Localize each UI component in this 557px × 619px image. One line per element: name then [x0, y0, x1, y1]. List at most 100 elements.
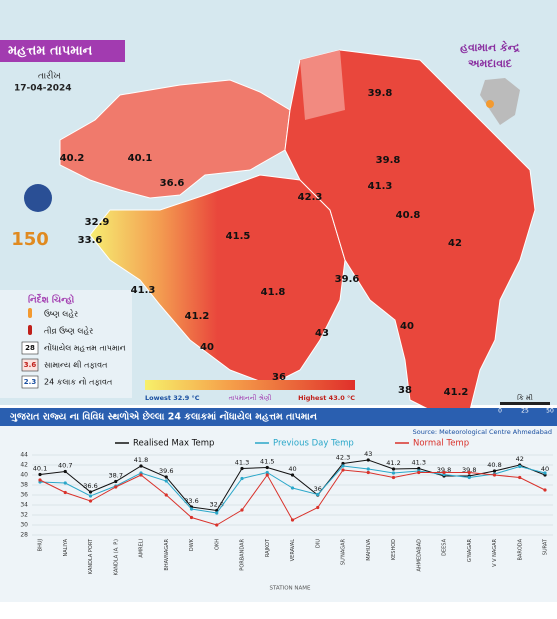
mainland-region	[284, 49, 536, 416]
scale-tick: 0	[498, 408, 502, 415]
y-tick-label: 30	[20, 522, 28, 529]
data-point	[391, 467, 396, 471]
data-point	[290, 486, 295, 490]
imd-logo	[24, 184, 52, 212]
data-point	[240, 508, 244, 512]
banner: ગુજરાત રાજ્ય ના વિવિધ સ્થળોએ છેલ્લા 24 ક…	[10, 408, 318, 422]
legend-label: Normal Temp	[413, 439, 469, 449]
map-temp: 41.3	[131, 285, 156, 296]
map-temp: 42.3	[298, 192, 323, 203]
data-point	[417, 466, 421, 471]
y-tick-label: 44	[20, 452, 28, 459]
x-tick-label: AMRELI	[139, 539, 145, 558]
map-temp: 40.1	[128, 153, 153, 164]
data-point	[63, 490, 67, 495]
data-point	[63, 469, 67, 474]
map-temp: 39.8	[368, 88, 393, 99]
x-tick-label: SURAT	[543, 538, 549, 555]
office: હવામાન કેન્દ્ર	[460, 40, 520, 54]
data-label: 36.6	[83, 482, 97, 490]
x-tick-label: KANDLA PORT	[88, 538, 94, 574]
data-label: 43	[364, 450, 372, 458]
source: Source: Meteorological Centre Ahmedabad	[413, 428, 552, 436]
map-temp: 42	[448, 238, 462, 249]
x-tick-label: OKH	[214, 539, 220, 550]
data-point	[316, 492, 320, 497]
legend-text: તીવ્ર ઉષ્ણ લહેર	[44, 325, 93, 335]
data-point	[341, 461, 345, 466]
legend-symbol-box	[21, 375, 39, 389]
data-point	[543, 488, 547, 492]
data-point	[88, 490, 93, 494]
data-point	[467, 475, 471, 480]
map-temp: 41.2	[444, 387, 469, 398]
data-label: 39.8	[437, 466, 451, 474]
legend-symbol: 3.6	[24, 361, 37, 369]
data-point	[467, 470, 471, 475]
scale-title: કિ મી	[517, 393, 533, 402]
legend-symbol-box	[21, 358, 39, 372]
anniversary-logo: 150	[11, 229, 49, 250]
data-point	[240, 476, 244, 481]
data-point	[391, 475, 396, 480]
x-tick-label: KANDLA (A. P.)	[113, 539, 119, 575]
data-label: 41.3	[412, 459, 426, 467]
legend-label: Realised Max Temp	[133, 439, 214, 449]
data-point	[543, 471, 547, 475]
map-temp: 40	[400, 321, 414, 332]
data-point	[215, 523, 219, 527]
title-banner	[0, 40, 125, 62]
range-low: Lowest 32.9 °C	[145, 394, 200, 402]
map-temp: 41.2	[185, 311, 210, 322]
data-label: 42.3	[336, 454, 350, 462]
banner-bg	[0, 408, 557, 426]
legend-text: નોંધાયેલ મહત્તમ તાપમાન	[44, 342, 126, 352]
data-point	[492, 473, 497, 477]
data-label: 39.6	[159, 467, 173, 475]
legend-text: ઉષ્ણ લહેર	[44, 308, 78, 318]
thermometer-icon	[28, 325, 32, 335]
x-tick-label: BARODA	[517, 538, 523, 560]
data-label: 41.2	[386, 459, 400, 467]
data-point	[189, 507, 194, 511]
map-temp: 40.8	[396, 210, 421, 221]
data-label: 38.7	[109, 472, 123, 480]
data-point	[316, 505, 320, 510]
data-point	[189, 515, 194, 520]
data-point	[518, 464, 522, 469]
data-point	[265, 465, 269, 470]
data-point	[88, 494, 93, 498]
saurashtra-region	[89, 174, 346, 386]
x-tick-label: BHAVNAGAR	[164, 538, 170, 570]
data-point	[164, 475, 168, 479]
data-label: 41.5	[260, 458, 274, 466]
date-label: તારીખ	[38, 71, 61, 82]
data-point	[38, 478, 42, 482]
office: અમદાવાદ	[468, 57, 512, 70]
y-tick-label: 40	[20, 472, 28, 479]
data-point	[164, 479, 168, 483]
map-temp: 43	[315, 328, 329, 339]
map-temp: 39.8	[376, 155, 401, 166]
india-inset	[480, 78, 520, 125]
legend-symbol: 2.3	[24, 378, 37, 386]
data-point	[341, 464, 345, 468]
title: મહત્તમ તાપમાન	[8, 44, 93, 59]
date: 17-04-2024	[14, 84, 72, 94]
x-axis-title: STATION NAME	[269, 586, 311, 592]
x-tick-label: VERAVAL	[290, 539, 296, 561]
scale-tick: 50	[546, 408, 554, 415]
data-point	[114, 479, 118, 484]
scale-bar	[500, 402, 550, 405]
data-point	[265, 473, 269, 477]
legend-symbol: 28	[25, 344, 35, 352]
map-temp: 39.6	[335, 274, 360, 285]
gujarat-inset	[486, 100, 494, 108]
data-point	[265, 470, 269, 475]
data-point	[290, 473, 295, 477]
x-tick-label: AHMEDABAD	[416, 539, 422, 572]
range-high: Highest 43.0 °C	[298, 394, 355, 402]
chart-bg	[0, 426, 557, 602]
y-tick-label: 32	[20, 512, 28, 519]
data-label: 42	[516, 455, 524, 463]
